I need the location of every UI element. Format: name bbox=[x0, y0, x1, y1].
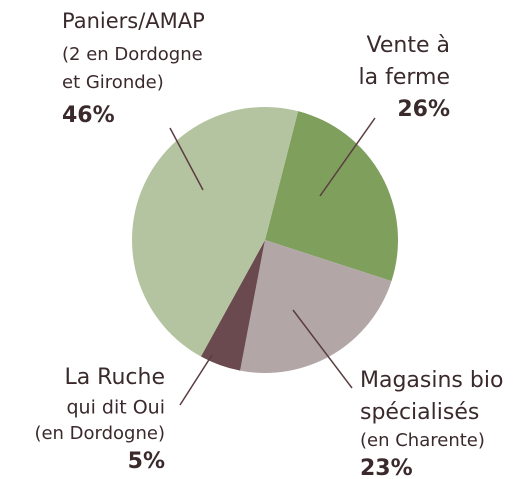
slice-label: (en Dordogne) bbox=[34, 423, 165, 444]
slice-label: La Ruche bbox=[64, 365, 165, 390]
leader-line bbox=[319, 117, 376, 197]
pie-slice bbox=[240, 240, 392, 373]
pie-slice bbox=[200, 240, 265, 371]
slice-label: Vente à bbox=[367, 33, 450, 58]
slice-label: et Gironde) bbox=[62, 72, 164, 93]
leader-line bbox=[292, 309, 353, 389]
slice-label: spécialisés bbox=[360, 400, 479, 425]
pie-slice bbox=[131, 107, 299, 357]
value-label: 46% bbox=[62, 103, 115, 128]
leader-line bbox=[179, 354, 213, 406]
slice-label: (2 en Dordogne bbox=[62, 44, 203, 65]
pie-slice bbox=[265, 111, 398, 282]
slice-label: Paniers/AMAP bbox=[62, 9, 205, 33]
value-label: 23% bbox=[360, 456, 413, 479]
value-label: 5% bbox=[128, 449, 165, 474]
slice-label: la ferme bbox=[359, 65, 451, 90]
leader-line bbox=[169, 127, 204, 191]
slice-label: Magasins bio bbox=[360, 368, 503, 393]
slice-label: (en Charente) bbox=[360, 430, 485, 451]
slice-label: qui dit Oui bbox=[66, 397, 165, 419]
value-label: 26% bbox=[397, 97, 450, 122]
